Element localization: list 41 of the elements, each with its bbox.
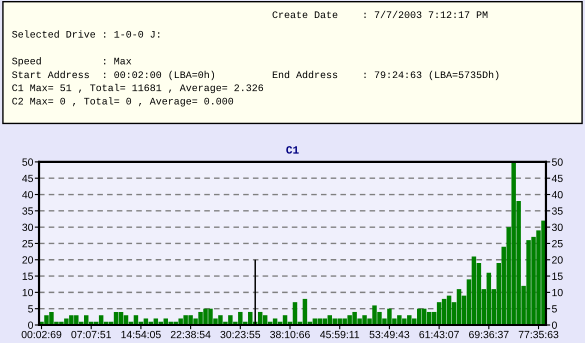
y2-tick-label: 25 [552, 240, 563, 248]
x-tick-label: 77:35:63 [518, 330, 558, 338]
y-tick-label: 0 [28, 321, 34, 329]
y2-tick-label: 15 [552, 272, 563, 280]
y2-tick-label: 0 [552, 321, 557, 329]
y-tick-label: 25 [22, 240, 34, 248]
text: Start Address : 00:02:00 (LBA=0h) [12, 70, 214, 80]
chart-title: C1 [286, 146, 299, 154]
y2-tick-label: 10 [552, 288, 563, 296]
text: Speed : Max [12, 57, 132, 66]
y2-tick-label: 50 [552, 158, 563, 166]
text: C1 Max= 51 , Total= 11681 , Average= 2.326 [12, 84, 264, 94]
x-tick-label: 00:02:69 [22, 330, 62, 338]
y-tick-label: 40 [22, 191, 34, 198]
x-tick-label: 22:38:54 [170, 330, 211, 338]
y-tick-label: 45 [22, 174, 34, 182]
x-tick-label: 38:10:66 [270, 330, 310, 338]
y2-tick-label: 30 [552, 224, 563, 232]
x-tick-label: 30:23:55 [220, 330, 260, 338]
y2-tick-label: 45 [552, 174, 563, 182]
y-tick-label: 15 [22, 272, 34, 280]
y-tick-label: 20 [22, 256, 34, 264]
y2-tick-label: 5 [552, 305, 557, 313]
y2-tick-label: 40 [552, 191, 563, 198]
x-tick-label: 53:49:43 [370, 330, 410, 338]
text: End Address : 79:24:63 (LBA=5735Dh) [272, 70, 498, 80]
y-tick-label: 10 [22, 288, 34, 296]
x-tick-label: 14:54:05 [121, 330, 161, 338]
x-tick-label: 69:36:37 [469, 330, 509, 338]
y-tick-label: 50 [22, 158, 34, 166]
text: C2 Max= 0 , Total= 0 , Average= 0.000 [12, 97, 234, 107]
text: Create Date : 7/7/2003 7:12:17 PM [272, 10, 488, 18]
y2-tick-label: 35 [552, 207, 563, 215]
y-tick-label: 35 [22, 207, 34, 215]
x-tick-label: 45:59:11 [320, 330, 360, 338]
x-tick-label: 07:07:51 [71, 330, 111, 338]
y-tick-label: 5 [28, 305, 34, 313]
y2-tick-label: 20 [552, 256, 563, 264]
text: Selected Drive : 1-0-0 J: [12, 30, 160, 38]
x-tick-label: 61:43:07 [419, 330, 459, 338]
y-tick-label: 30 [22, 224, 34, 232]
